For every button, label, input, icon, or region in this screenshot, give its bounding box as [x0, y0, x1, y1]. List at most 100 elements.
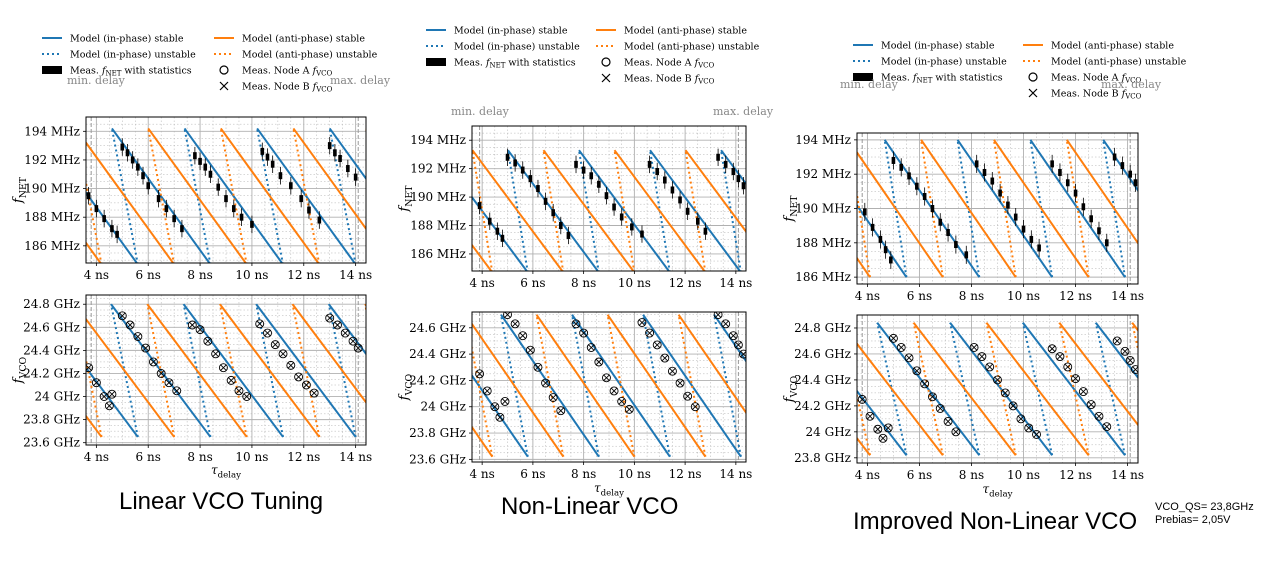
node-b-point: [729, 332, 737, 340]
node-b-point: [986, 363, 994, 371]
node-a-point: [624, 404, 634, 414]
inphase-stable: [217, 315, 315, 457]
inphase-unstable: [110, 128, 139, 263]
node-b-point: [1103, 423, 1111, 430]
x-tick-label: 14 ns: [719, 276, 752, 290]
x-tick-label: 14 ns: [719, 467, 752, 481]
inphase-stable: [1241, 323, 1277, 455]
y-tick-label: 190 MHz: [24, 182, 80, 196]
y-tick-label: 190 MHz: [410, 190, 466, 204]
node-a-point: [86, 363, 94, 373]
node-b-point: [735, 341, 742, 349]
node-b-point: [595, 358, 603, 366]
antiphase-unstable: [292, 128, 321, 263]
node-a-point: [1094, 411, 1104, 421]
fnet-axes: 186 MHz 188 MHz 190 MHz 192 MHz 194 MHz 4 ns 6…: [11, 116, 372, 282]
node-b-point: [349, 337, 357, 345]
antiphase-unstable: [992, 139, 1017, 278]
inphase-stable: [86, 366, 139, 438]
fnet-point: [998, 189, 1002, 197]
node-b-point: [874, 425, 882, 433]
x-tick-label: 10 ns: [1007, 468, 1040, 482]
fnet-point: [193, 152, 197, 160]
legend-node-a: Meas. Node A fVCO: [1028, 72, 1142, 85]
legend-antiphase-unstable: Model (anti-phase) unstable: [596, 42, 760, 53]
node-b-point: [625, 406, 633, 413]
node-b-point: [1126, 357, 1134, 364]
node-a-point: [1032, 429, 1041, 439]
antiphase-unstable: [147, 128, 175, 263]
node-b-point: [879, 435, 887, 442]
legend-fnet-meas: Meas. fNET with statistics: [426, 58, 576, 70]
inphase-stable: [110, 303, 212, 438]
fnet-point: [130, 156, 135, 164]
node-a-point: [713, 312, 723, 320]
note-prebias: Prebias= 2,05V: [1155, 514, 1231, 526]
node-b-point: [587, 344, 595, 351]
node-b-point: [1095, 412, 1103, 420]
node-a-point: [943, 417, 953, 426]
legend-swatch: [42, 66, 62, 74]
node-b-point: [212, 350, 219, 358]
y-tick-label: 188 MHz: [410, 219, 466, 233]
legend-label: Model (in-phase) unstable: [881, 57, 1007, 68]
legend-antiphase-unstable: Model (anti-phase) unstable: [1023, 57, 1187, 68]
antiphase-stable: [899, 150, 990, 272]
node-b-point: [994, 376, 1001, 384]
legend-swatch: [601, 73, 611, 83]
node-b-point: [100, 393, 108, 400]
node-b-point: [303, 381, 310, 389]
node-b-point: [936, 405, 944, 412]
y-tick-label: 24 GHz: [421, 400, 466, 414]
node-b-point: [496, 413, 504, 421]
min-delay-label: min. delay: [451, 105, 510, 118]
node-b-point: [118, 312, 126, 320]
inphase-unstable: [1176, 140, 1198, 277]
fnet-point: [338, 155, 342, 163]
fnet-point: [1133, 179, 1138, 187]
node-b-point: [740, 350, 746, 358]
fnet-point: [1050, 160, 1054, 168]
node-a-point: [556, 406, 566, 416]
node-b-point: [1009, 402, 1017, 410]
y-tick-label: 24.2 GHz: [23, 366, 80, 380]
x-tick-label: 10 ns: [618, 276, 651, 290]
node-a-point: [309, 388, 319, 398]
legend-inphase-stable: Model (in-phase) stable: [853, 41, 995, 52]
fnet-point: [655, 167, 660, 175]
antiphase-stable: [1131, 322, 1138, 332]
node-b-point: [952, 428, 960, 436]
node-b-point: [913, 367, 921, 375]
node-a-point: [637, 318, 647, 327]
inphase-stable: [472, 373, 529, 458]
antiphase-unstable: [1065, 139, 1090, 278]
legend-label: Model (anti-phase) unstable: [242, 50, 378, 61]
node-a-point: [865, 411, 875, 421]
y-tick-label: 23.6 GHz: [409, 452, 466, 466]
antiphase-stable: [252, 315, 350, 457]
node-b-point: [511, 320, 519, 328]
antiphase-unstable: [677, 314, 707, 457]
inphase-stable: [255, 303, 357, 438]
model-curves: [857, 139, 1198, 278]
y-tick-label: 24.8 GHz: [23, 297, 80, 311]
node-a-point: [896, 343, 906, 352]
legend-label: Meas. fNET with statistics: [454, 58, 576, 70]
fnet-point: [495, 227, 500, 235]
node-a-point: [721, 319, 731, 329]
inphase-stable: [256, 127, 356, 263]
legend-swatch: [853, 73, 873, 81]
legend-swatch: [426, 58, 446, 66]
fnet-point: [239, 213, 244, 221]
y-tick-label: 24.2 GHz: [794, 399, 851, 413]
node-b-point: [165, 379, 173, 387]
node-a-point: [490, 402, 500, 412]
antiphase-stable: [535, 314, 636, 458]
y-tick-label: 188 MHz: [795, 236, 851, 250]
fnet-point: [891, 156, 896, 164]
antiphase-unstable: [1140, 140, 1162, 277]
node-a-point: [525, 345, 535, 355]
node-b-point: [334, 321, 341, 329]
fnet-point: [630, 223, 634, 231]
fnet-point: [289, 182, 293, 190]
